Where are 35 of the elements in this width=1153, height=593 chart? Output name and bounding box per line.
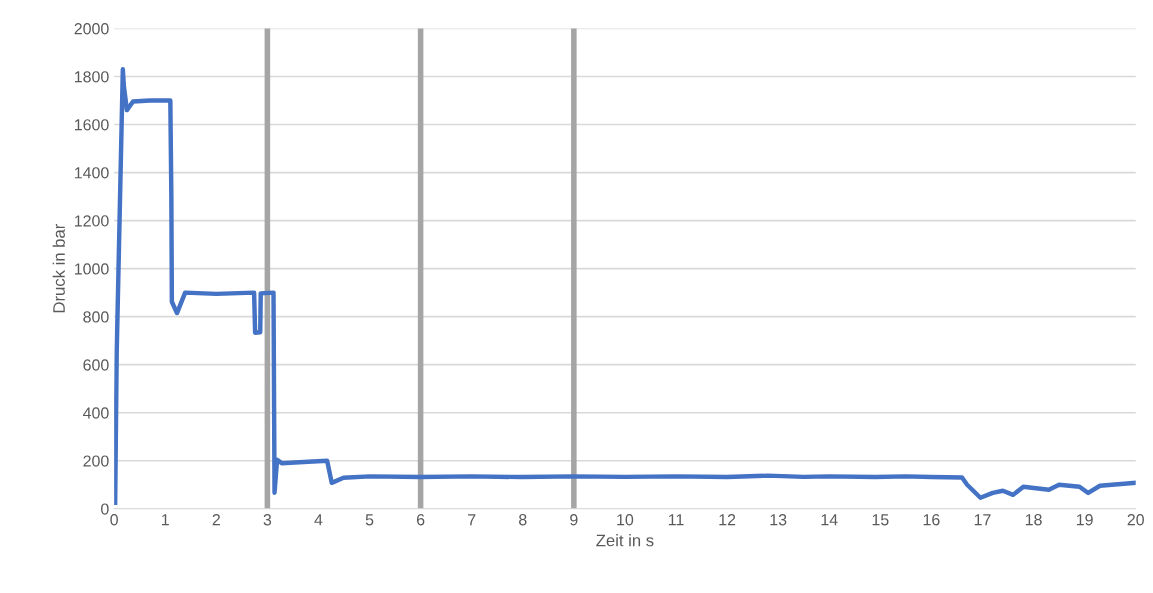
x-tick-label: 9: [570, 514, 578, 526]
x-tick-label: 3: [263, 514, 272, 526]
y-tick-label: 1800: [74, 71, 109, 83]
x-tick-label: 16: [923, 514, 940, 526]
y-tick-label: 600: [83, 359, 109, 371]
x-tick-label: 5: [365, 514, 374, 526]
x-tick-label: 6: [416, 514, 425, 526]
x-tick-label: 1: [162, 514, 169, 526]
x-tick-label: 12: [719, 514, 736, 526]
y-tick-label: 1000: [74, 263, 109, 275]
x-axis-title: Zeit in s: [596, 534, 654, 547]
x-tick-label: 11: [668, 514, 684, 526]
x-tick-label: 13: [770, 514, 787, 526]
x-tick-label: 14: [821, 514, 838, 526]
x-tick-label: 20: [1127, 514, 1144, 526]
x-tick-label: 18: [1025, 514, 1042, 526]
x-tick-label: 0: [110, 514, 118, 526]
y-tick-label: 2000: [74, 23, 109, 35]
y-tick-label: 800: [83, 311, 109, 323]
y-tick-label: 1200: [74, 215, 109, 227]
x-tick-label: 10: [617, 514, 634, 526]
x-tick-label: 8: [519, 514, 527, 526]
line-series: [114, 67, 1136, 506]
x-tick-label: 2: [212, 514, 220, 526]
y-tick-label: 0: [101, 503, 109, 515]
x-tick-label: 19: [1076, 514, 1093, 526]
y-tick-label: 1600: [74, 119, 109, 131]
x-tick-label: 7: [468, 514, 476, 526]
y-tick-label: 1400: [74, 167, 109, 179]
x-tick-label: 17: [974, 514, 991, 526]
x-tick-label: 15: [872, 514, 889, 526]
y-tick-label: 200: [83, 455, 109, 467]
y-tick-label: 400: [83, 407, 109, 419]
y-axis-title: Druck in bar: [52, 223, 65, 313]
x-tick-label: 4: [314, 514, 323, 526]
